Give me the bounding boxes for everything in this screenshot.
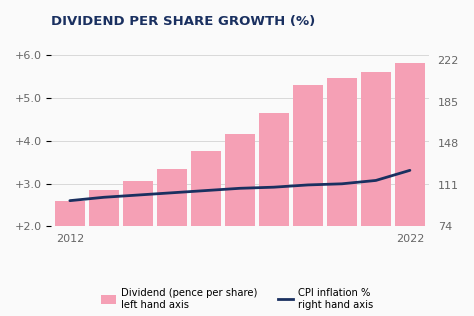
Bar xyxy=(191,151,221,227)
Text: DIVIDEND PER SHARE GROWTH (%): DIVIDEND PER SHARE GROWTH (%) xyxy=(51,15,315,28)
Bar xyxy=(327,78,357,227)
Bar xyxy=(395,64,425,227)
Bar xyxy=(293,85,323,227)
Bar xyxy=(123,181,153,227)
Bar xyxy=(259,113,289,227)
Legend: Dividend (pence per share)
left hand axis, CPI inflation %
right hand axis: Dividend (pence per share) left hand axi… xyxy=(97,284,377,314)
Bar xyxy=(89,190,119,227)
Bar xyxy=(361,72,391,227)
Bar xyxy=(55,201,85,227)
Bar xyxy=(225,134,255,227)
Bar xyxy=(157,168,187,227)
